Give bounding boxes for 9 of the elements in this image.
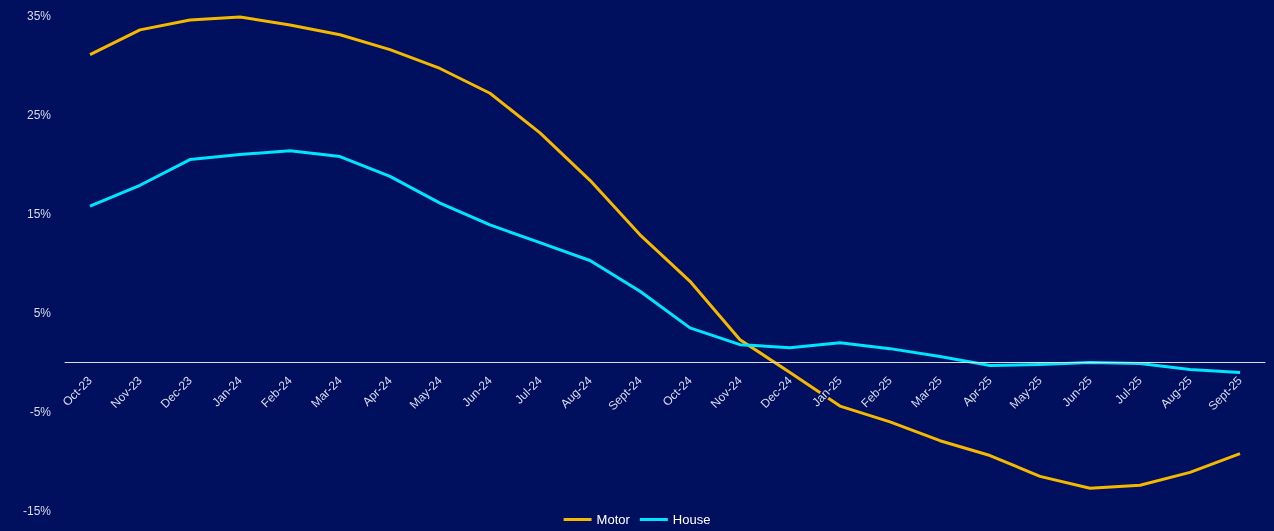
y-tick-label: -15% xyxy=(22,504,52,518)
legend-label: Motor xyxy=(596,512,631,527)
y-tick-label: 15% xyxy=(26,207,52,221)
legend-label: House xyxy=(672,512,711,527)
line-series xyxy=(88,149,1242,374)
y-tick-label: 35% xyxy=(26,9,52,23)
y-tick-label: -5% xyxy=(29,405,52,419)
y-tick-label: 5% xyxy=(33,306,52,320)
y-tick-label: 25% xyxy=(26,108,52,122)
